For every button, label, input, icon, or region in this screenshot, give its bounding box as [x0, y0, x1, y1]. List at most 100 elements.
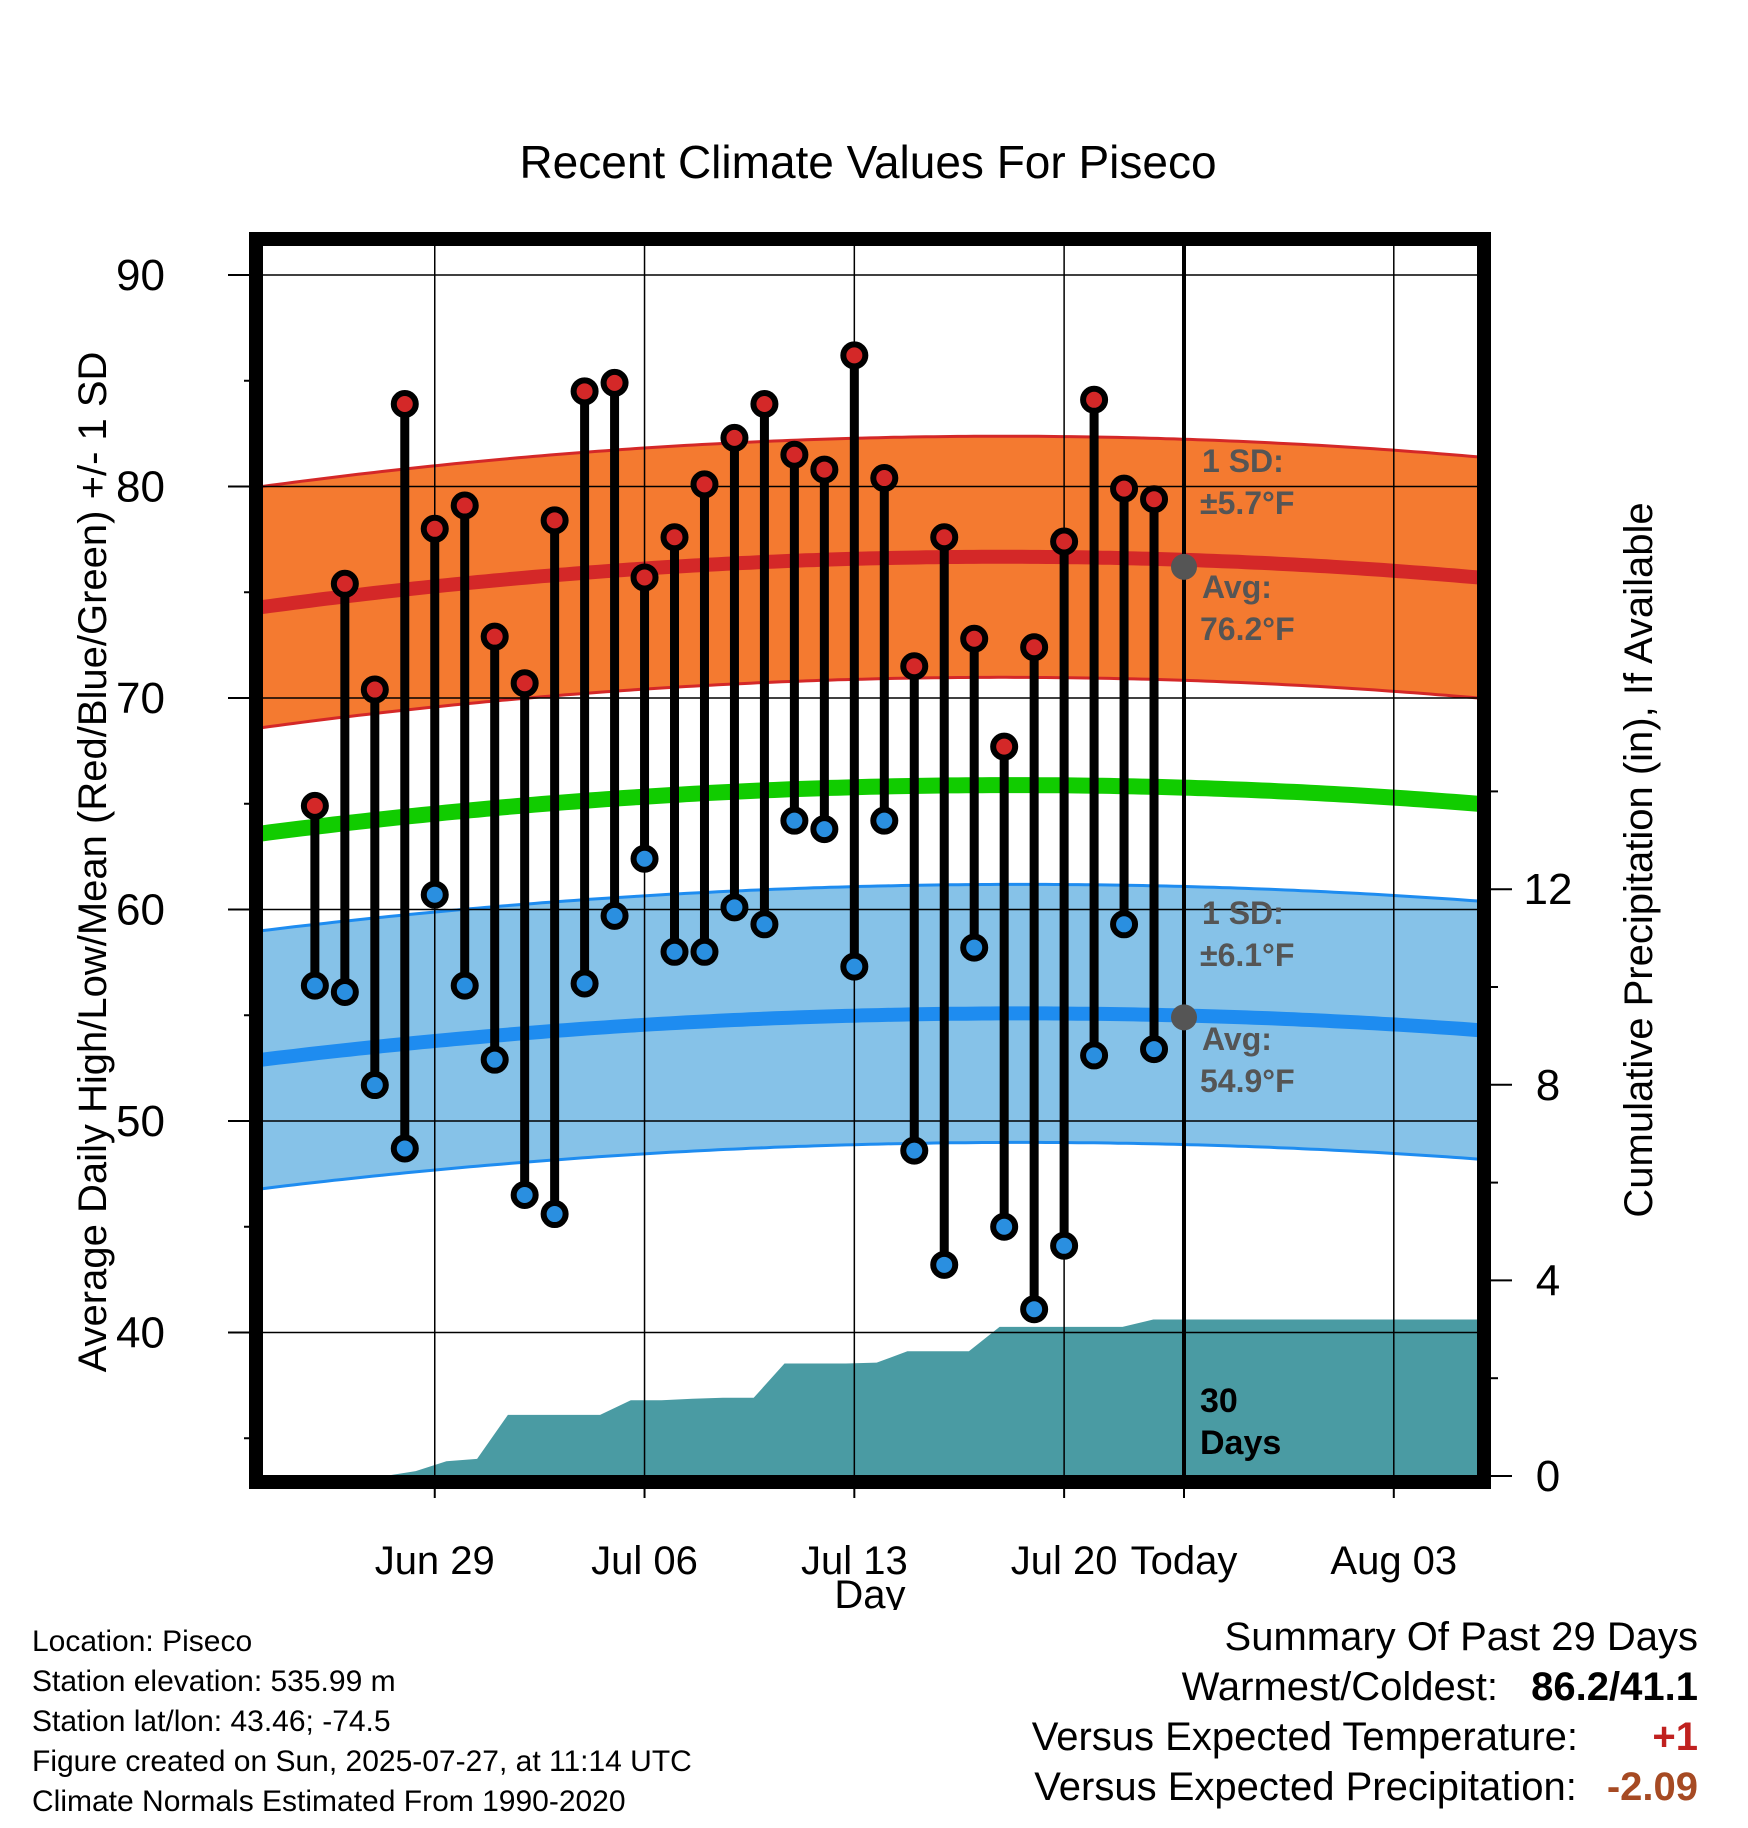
daily-high-point: [660, 523, 689, 552]
location-text: Location: Piseco: [32, 1625, 253, 1658]
daily-high-point: [480, 622, 509, 651]
daily-low-point: [510, 1181, 539, 1210]
daily-high-point: [990, 732, 1019, 761]
high-sd-band: [262, 436, 1478, 728]
daily-low-point: [750, 910, 779, 939]
summary-warm-cold: Warmest/Coldest: 86.2/41.1: [1032, 1662, 1698, 1712]
daily-low-point: [960, 933, 989, 962]
daily-low-point: [720, 893, 749, 922]
chart-title: Recent Climate Values For Piseco: [519, 136, 1216, 188]
daily-bars: [300, 341, 1169, 1324]
daily-high-point: [510, 669, 539, 698]
normal-low-line: [262, 1006, 1478, 1067]
y2-tick-label: 8: [1536, 1061, 1560, 1110]
daily-low-point: [300, 971, 329, 1000]
daily-low-point: [390, 1134, 419, 1163]
elevation-text: Station elevation: 535.99 m: [32, 1665, 396, 1698]
y-tick-label: 40: [116, 1309, 165, 1358]
x-tick-label: Jun 29: [375, 1539, 495, 1583]
high-sd-value: ±5.7°F: [1200, 485, 1294, 521]
daily-high-point: [720, 423, 749, 452]
daily-high-point: [840, 341, 869, 370]
low-sd-band: [262, 884, 1478, 1189]
high-avg-value: 76.2°F: [1200, 611, 1295, 647]
daily-low-point: [330, 977, 359, 1006]
daily-high-point: [1050, 527, 1079, 556]
summary-temp: Versus Expected Temperature: +1: [1032, 1712, 1698, 1762]
y2-axis-label: Cumulative Precipitation (in), If Availa…: [1617, 502, 1661, 1217]
summary-precip: Versus Expected Precipitation: -2.09: [1032, 1762, 1698, 1812]
daily-low-point: [990, 1212, 1019, 1241]
plot-frame: [249, 232, 1491, 1489]
daily-low-point: [660, 937, 689, 966]
daily-high-point: [420, 514, 449, 543]
normal-mean-line: [262, 777, 1478, 842]
daily-low-point: [480, 1045, 509, 1074]
daily-high-point: [390, 390, 419, 419]
daily-low-point: [1110, 910, 1139, 939]
precip-value: -2.09: [1606, 1765, 1698, 1809]
daily-low-point: [360, 1071, 389, 1100]
temp-label: Versus Expected Temperature:: [1031, 1715, 1578, 1759]
daily-low-point: [420, 880, 449, 909]
temp-value: +1: [1652, 1715, 1698, 1759]
window-label-line1: 30: [1200, 1382, 1238, 1420]
y-tick-label: 80: [116, 463, 165, 512]
normals-text: Climate Normals Estimated From 1990-2020: [32, 1785, 626, 1818]
y-tick-label: 70: [116, 674, 165, 723]
high-sd-label: 1 SD:: [1202, 443, 1284, 479]
daily-high-point: [780, 440, 809, 469]
daily-low-point: [1020, 1295, 1049, 1324]
warm-cold-value: 86.2/41.1: [1531, 1665, 1698, 1709]
daily-high-point: [900, 652, 929, 681]
high-sd-upper-line: [262, 434, 1478, 488]
daily-low-point: [450, 971, 479, 1000]
daily-low-point: [810, 815, 839, 844]
low-avg-label: Avg:: [1202, 1021, 1272, 1057]
daily-high-point: [1140, 485, 1169, 514]
daily-low-point: [870, 806, 899, 835]
daily-high-point: [570, 377, 599, 406]
daily-high-point: [540, 506, 569, 535]
today-high-avg-point: [1171, 553, 1197, 580]
daily-low-point: [600, 901, 629, 930]
warm-cold-label: Warmest/Coldest:: [1181, 1665, 1498, 1709]
daily-high-point: [1110, 474, 1139, 503]
daily-low-point: [1140, 1035, 1169, 1064]
x-tick-label: Jul 13: [801, 1539, 908, 1583]
y-axis-label: Average Daily High/Low/Mean (Red/Blue/Gr…: [71, 352, 115, 1373]
daily-high-point: [630, 563, 659, 592]
plot-area: 1 SD: ±5.7°F Avg: 76.2°F 1 SD: ±6.1°F Avg: 54.9…: [262, 245, 1478, 1476]
daily-high-point: [1080, 385, 1109, 414]
axes: 40 50 60 70 80 90 0 4 8 12 Jun 29 Jul 06 Jul 13 Jul 2…: [71, 232, 1661, 1610]
x-tick-label: Jul 06: [591, 1539, 698, 1583]
y-tick-label: 60: [116, 886, 165, 935]
daily-low-point: [570, 969, 599, 998]
summary-panel: Summary Of Past 29 Days Warmest/Coldest:…: [1032, 1612, 1698, 1812]
x-tick-label: Aug 03: [1330, 1539, 1457, 1583]
daily-high-point: [960, 624, 989, 653]
daily-high-point: [360, 675, 389, 704]
precip-area: [262, 1319, 1478, 1476]
x-tick-label: Jul 20: [1011, 1539, 1118, 1583]
x-axis-label: Day: [834, 1573, 905, 1610]
high-avg-label: Avg:: [1202, 569, 1272, 605]
latlon-text: Station lat/lon: 43.46; -74.5: [32, 1705, 391, 1738]
daily-high-point: [600, 368, 629, 397]
daily-low-point: [840, 952, 869, 981]
daily-high-point: [450, 491, 479, 520]
daily-high-point: [930, 523, 959, 552]
low-sd-lower-line: [262, 1140, 1478, 1191]
y2-tick-label: 12: [1524, 865, 1573, 914]
daily-high-point: [300, 791, 329, 820]
daily-high-point: [750, 390, 779, 419]
daily-low-point: [900, 1136, 929, 1165]
daily-low-point: [930, 1250, 959, 1279]
summary-title: Summary Of Past 29 Days: [1224, 1615, 1698, 1659]
low-sd-label: 1 SD:: [1202, 895, 1284, 931]
plot-inner: [262, 245, 1478, 1476]
daily-low-point: [1080, 1041, 1109, 1070]
window-label-line2: Days: [1200, 1424, 1281, 1462]
y2-tick-label: 0: [1536, 1452, 1560, 1501]
daily-low-point: [1050, 1231, 1079, 1260]
